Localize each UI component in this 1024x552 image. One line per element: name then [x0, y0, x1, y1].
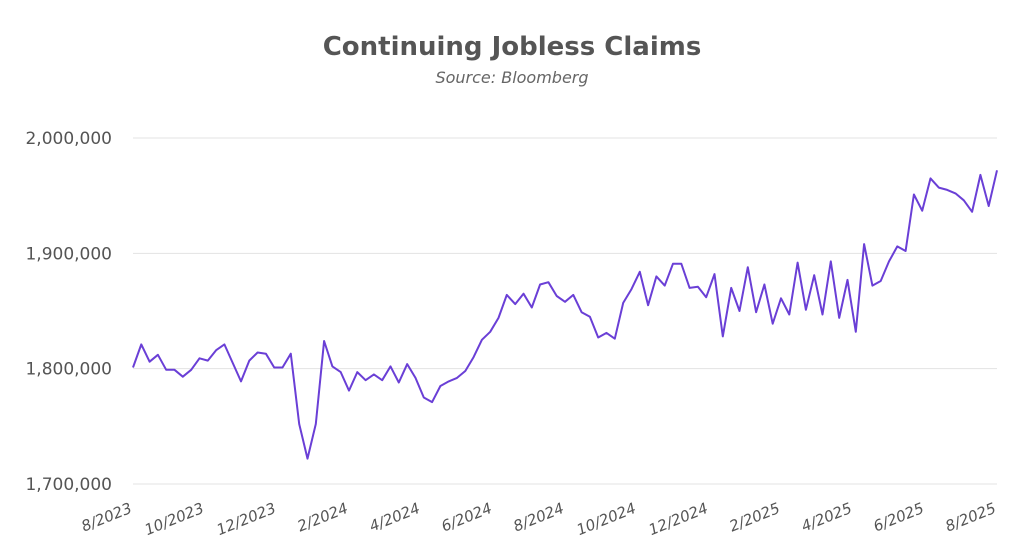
x-tick-label: 12/2024 [646, 499, 711, 539]
x-tick-label: 2/2024 [295, 499, 351, 535]
x-tick-label: 8/2025 [943, 499, 999, 535]
chart-title: Continuing Jobless Claims [322, 32, 702, 62]
x-tick-label: 10/2023 [142, 499, 207, 539]
y-tick-label: 1,900,000 [25, 244, 112, 264]
y-tick-label: 1,800,000 [25, 360, 112, 380]
x-tick-label: 6/2025 [871, 499, 927, 535]
x-tick-label: 4/2025 [799, 499, 855, 535]
y-tick-label: 2,000,000 [25, 129, 112, 149]
x-tick-label: 8/2024 [511, 499, 567, 535]
x-axis-ticks: 8/2023 10/2023 12/2023 2/2024 4/2024 6/2024 8/… [79, 499, 999, 539]
x-tick-label: 8/2023 [79, 499, 135, 535]
y-tick-label: 1,700,000 [25, 475, 112, 495]
y-axis-ticks: 1,700,000 1,800,000 1,900,000 2,000,000 [25, 129, 112, 495]
series-layer [132, 170, 998, 460]
x-tick-label: 12/2023 [214, 499, 279, 539]
x-tick-label: 2/2025 [727, 499, 783, 535]
x-tick-label: 6/2024 [439, 499, 495, 535]
chart-subtitle: Source: Bloomberg [435, 68, 589, 87]
x-tick-label: 10/2024 [574, 499, 639, 539]
x-tick-label: 4/2024 [367, 499, 423, 535]
series-line [132, 170, 998, 460]
gridlines [133, 137, 997, 485]
